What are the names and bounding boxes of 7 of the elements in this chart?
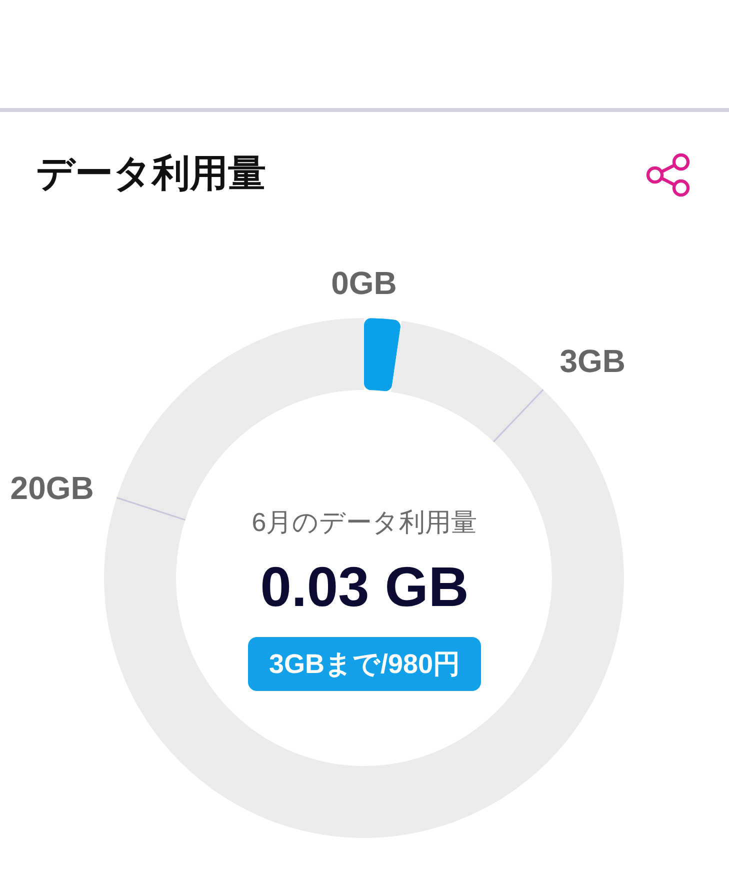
chart-title: データ利用量 — [36, 152, 266, 197]
text: 0.03 GB — [260, 555, 469, 618]
slice-label: 20GB — [10, 470, 94, 506]
text: 6月のデータ利用量 — [252, 506, 478, 539]
slice-label: 3GB — [560, 343, 626, 380]
slice-label: 0GB — [331, 265, 397, 301]
text: 3GBまで/980円 — [248, 637, 482, 691]
